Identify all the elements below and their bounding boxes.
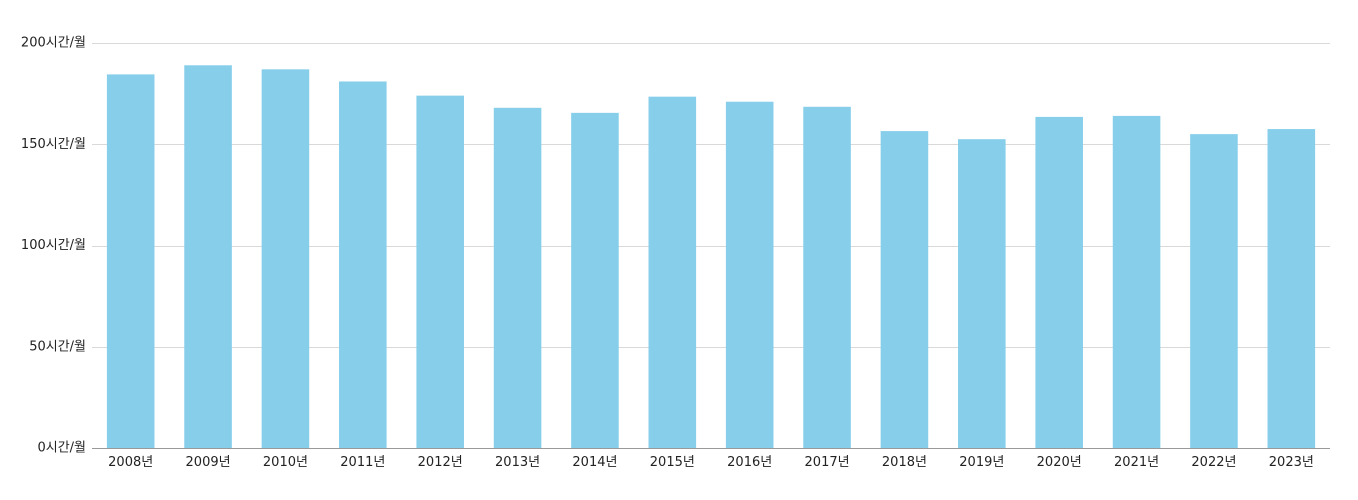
bar-2021년 [1112, 115, 1161, 449]
bar-2009년 [184, 65, 232, 449]
x-tick-label-7: 2015년 [650, 455, 695, 470]
x-tick-label-10: 2018년 [882, 455, 927, 470]
bars [106, 65, 1316, 449]
bar-2023년 [1267, 129, 1316, 448]
bar-2019년 [958, 139, 1006, 448]
bar-2018년 [880, 131, 929, 448]
x-axis-labels: 2008년 2009년 2010년 2011년 2012년 2013년 2014년 2015년… [108, 455, 1314, 470]
bar-2015년 [648, 96, 697, 448]
y-tick-label-0: 0시간/월 [37, 441, 86, 456]
y-tick-label-150: 150시간/월 [21, 137, 86, 152]
bar-2008년 [106, 74, 155, 448]
x-tick-label-8: 2016년 [727, 455, 772, 470]
x-tick-label-12: 2020년 [1037, 455, 1082, 470]
bar-2020년 [1035, 116, 1083, 448]
x-tick-label-15: 2023년 [1269, 455, 1314, 470]
x-tick-label-2: 2010년 [263, 455, 308, 470]
x-tick-label-9: 2017년 [805, 455, 850, 470]
y-tick-label-100: 100시간/월 [21, 238, 86, 253]
x-tick-label-4: 2012년 [418, 455, 463, 470]
bar-2013년 [493, 107, 542, 449]
bar-2017년 [803, 106, 851, 448]
x-tick-label-6: 2014년 [572, 455, 617, 470]
bar-2012년 [416, 95, 464, 449]
y-axis-labels: 0시간/월 50시간/월 100시간/월 150시간/월 200시간/월 [21, 36, 86, 456]
x-tick-label-14: 2022년 [1191, 455, 1236, 470]
x-tick-label-3: 2011년 [340, 455, 385, 470]
bar-2010년 [261, 69, 310, 448]
x-tick-label-11: 2019년 [959, 455, 1004, 470]
bar-2022년 [1190, 134, 1238, 448]
x-tick-label-13: 2021년 [1114, 455, 1159, 470]
bar-2011년 [339, 81, 387, 448]
x-tick-label-0: 2008년 [108, 455, 153, 470]
bar-2014년 [571, 112, 619, 449]
y-tick-label-200: 200시간/월 [21, 36, 86, 51]
x-tick-label-1: 2009년 [186, 455, 231, 470]
y-tick-label-50: 50시간/월 [29, 339, 86, 354]
x-tick-label-5: 2013년 [495, 455, 540, 470]
bar-2016년 [725, 101, 774, 448]
